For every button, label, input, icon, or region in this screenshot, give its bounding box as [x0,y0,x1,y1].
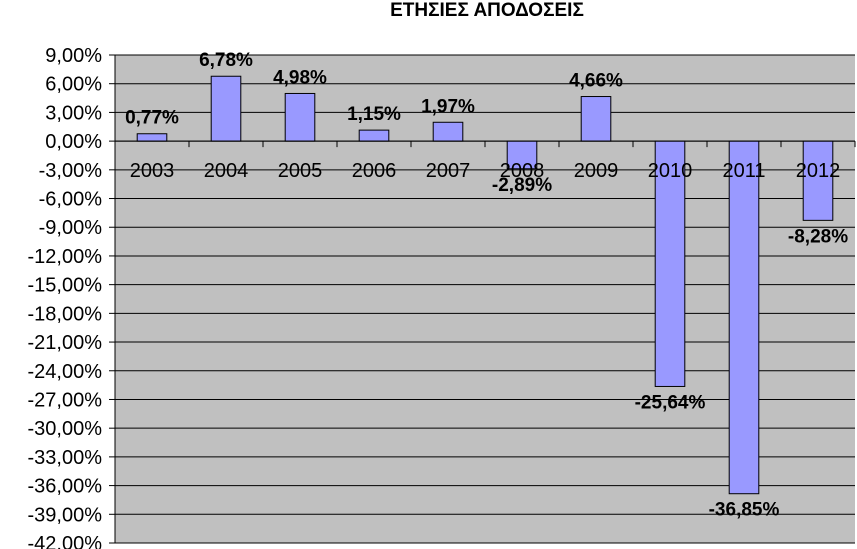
y-tick-label: 0,00% [45,131,102,153]
bar-2004 [210,75,242,142]
data-label: 1,15% [347,104,401,125]
data-labels: 0,77% 6,78% 4,98% 1,15% 1,97% -2,89% 4,66% -25,… [125,50,848,520]
x-tick-label: 2010 [648,160,693,182]
x-tick-label: 2008 [500,160,545,182]
data-label: 6,78% [199,50,253,71]
y-tick-label: -3,00% [39,160,103,182]
x-tick-label: 2011 [722,160,765,182]
x-tick-label: 2006 [352,160,397,182]
bar-2012 [802,140,834,221]
y-tick-label: -18,00% [28,303,103,325]
bar-2006 [358,129,390,142]
y-tick-label: 6,00% [45,74,102,96]
bar-2008 [506,140,538,170]
y-tick-label: -6,00% [39,189,103,211]
y-tick-label: -33,00% [28,447,103,469]
data-label: 4,66% [569,71,623,92]
y-tick-label: -21,00% [28,332,103,354]
x-tick-label: 2005 [278,160,323,182]
y-tick-label: -27,00% [28,389,103,411]
data-label: 0,77% [125,108,179,129]
axes [114,55,856,543]
y-tick-label: -9,00% [39,217,103,239]
x-axis-tick-labels: 2003 2004 2005 2006 2007 2008 2009 2010 2011 2012 [130,160,841,182]
data-label: -2,89% [492,175,552,196]
x-tick-label: 2003 [130,160,175,182]
bar-2009 [580,96,612,142]
bar-2011 [728,140,760,495]
y-tick-label: -30,00% [28,418,103,440]
bar-2005 [284,92,316,142]
x-tick-label: 2004 [204,160,249,182]
chart-title: ΕΤΗΣΙΕΣ ΑΠΟΔΟΣΕΙΣ [390,0,584,21]
y-tick-label: 9,00% [45,45,102,67]
y-tick-label: -15,00% [28,275,103,297]
y-tick-label: 3,00% [45,102,102,124]
y-tick-label: -24,00% [28,361,103,383]
bar-2010 [654,140,686,387]
y-tick-label: -42,00% [28,533,103,549]
x-tick-label: 2007 [426,160,471,182]
data-label: 4,98% [273,67,327,88]
data-label: -8,28% [788,226,848,247]
data-label: -25,64% [635,392,706,413]
data-label: 1,97% [421,96,475,117]
y-tick-label: -12,00% [28,246,103,268]
bars [136,75,834,495]
x-tick-label: 2012 [796,160,841,182]
data-label: -36,85% [709,500,780,521]
bar-2003 [136,133,168,142]
y-tick-label: -39,00% [28,504,103,526]
y-tick-label: -36,00% [28,476,103,498]
x-tick-label: 2009 [574,160,619,182]
bar-2007 [432,121,464,142]
y-axis-tick-labels: 9,00% 6,00% 3,00% 0,00% -3,00% -6,00% -9,00% -1… [28,45,103,549]
